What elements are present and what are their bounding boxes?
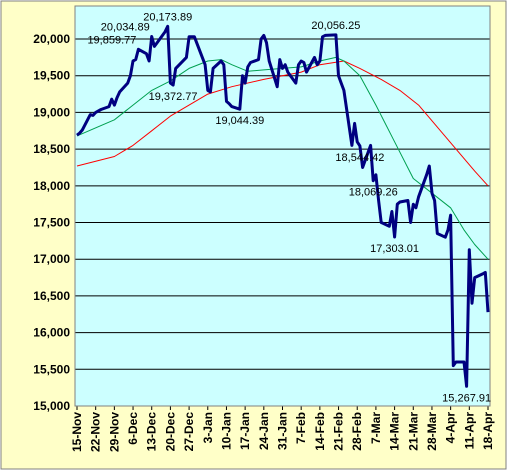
y-tick-label: 17,000 xyxy=(33,252,70,266)
y-tick-label: 16,500 xyxy=(33,289,70,303)
x-tick-label: 17-Jan xyxy=(238,412,252,450)
x-tick-label: 15-Nov xyxy=(70,412,84,452)
x-tick-label: 28-Mar xyxy=(425,412,439,451)
x-tick-label: 21-Feb xyxy=(332,412,346,451)
x-tick-label: 24-Jan xyxy=(257,412,271,450)
value-label: 20,034.89 xyxy=(101,21,150,33)
x-tick-label: 31-Jan xyxy=(276,412,290,450)
x-tick-label: 4-Apr xyxy=(444,412,458,444)
value-label: 19,044.39 xyxy=(215,115,264,127)
value-label: 20,173.89 xyxy=(143,11,192,23)
plot-area xyxy=(75,6,490,406)
series-line xyxy=(76,60,489,187)
x-tick-label: 14-Feb xyxy=(313,412,327,451)
y-tick-label: 19,000 xyxy=(33,105,70,119)
y-tick-label: 16,000 xyxy=(33,326,70,340)
value-label: 19,859.77 xyxy=(87,34,136,46)
x-tick-label: 3-Jan xyxy=(201,412,215,443)
x-tick-label: 10-Jan xyxy=(219,412,233,450)
y-tick-label: 15,000 xyxy=(33,399,70,413)
value-label: 18,069.26 xyxy=(349,187,398,199)
x-tick-label: 13-Dec xyxy=(145,412,159,452)
x-tick-label: 7-Feb xyxy=(294,412,308,444)
y-tick-label: 17,500 xyxy=(33,216,70,230)
x-tick-label: 22-Nov xyxy=(89,412,103,452)
x-tick-label: 11-Apr xyxy=(462,412,476,450)
y-tick-label: 15,500 xyxy=(33,362,70,376)
x-tick-label: 18-Apr xyxy=(481,412,495,450)
value-label: 19,372.77 xyxy=(149,91,198,103)
x-tick-label: 20-Dec xyxy=(163,412,177,452)
value-label: 17,303.01 xyxy=(370,243,419,255)
x-tick-label: 7-Mar xyxy=(369,412,383,444)
x-tick-label: 6-Dec xyxy=(126,412,140,445)
x-tick-label: 21-Mar xyxy=(406,412,420,451)
value-label: 15,267.91 xyxy=(442,392,491,404)
plot-border xyxy=(74,5,491,407)
value-label: 18,544.42 xyxy=(335,152,384,164)
value-label: 20,056.25 xyxy=(311,20,360,32)
series-line xyxy=(76,24,490,388)
y-tick-label: 20,000 xyxy=(33,32,70,46)
y-tick-label: 19,500 xyxy=(33,69,70,83)
x-tick-label: 14-Mar xyxy=(388,412,402,451)
x-tick-label: 27-Dec xyxy=(182,412,196,452)
y-tick-label: 18,000 xyxy=(33,179,70,193)
x-tick-label: 28-Feb xyxy=(350,412,364,451)
y-tick-label: 18,500 xyxy=(33,142,70,156)
x-tick-label: 29-Nov xyxy=(107,412,121,452)
